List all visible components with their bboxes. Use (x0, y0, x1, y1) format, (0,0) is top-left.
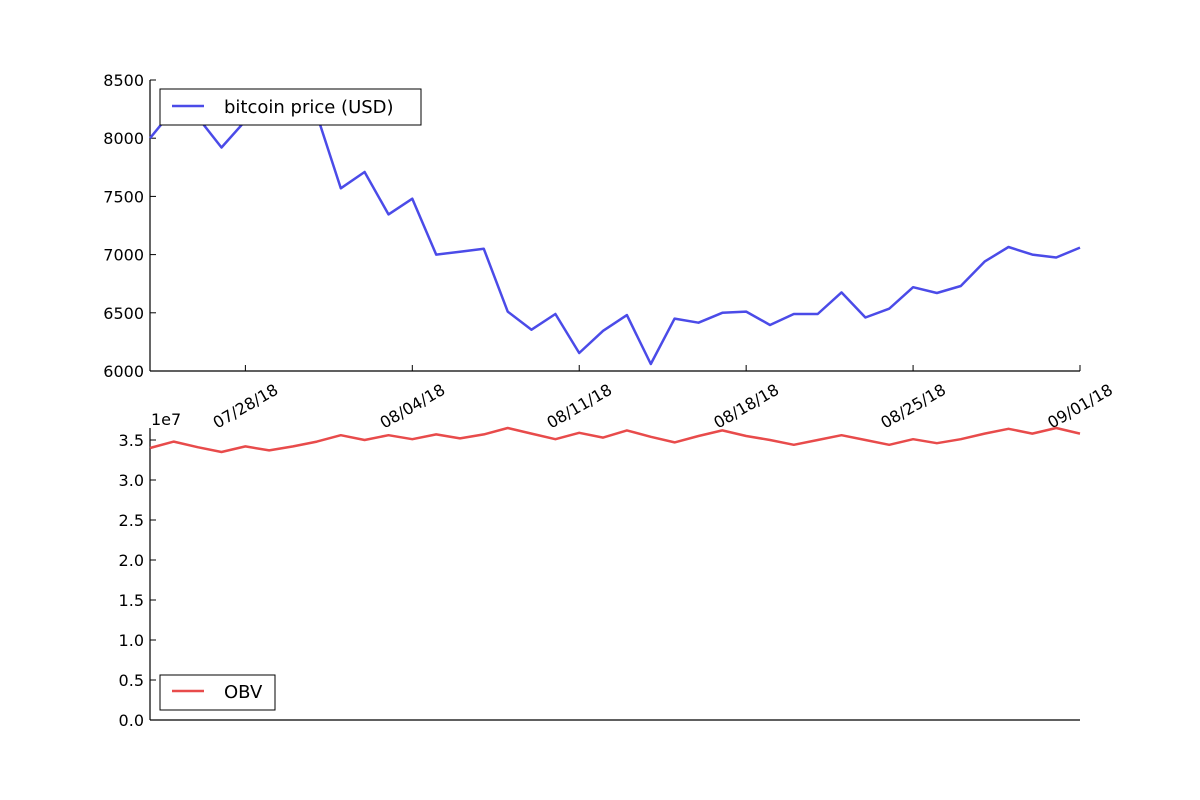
y-tick-label: 2.5 (119, 511, 144, 530)
obv-chart: 1e7 0.0 0.5 1.0 1.5 2.0 2.5 3.0 3.5 OBV (119, 410, 1081, 730)
y-tick-label: 6000 (103, 362, 144, 381)
y-tick-label: 2.0 (119, 551, 144, 570)
series-line-obv (149, 426, 1081, 454)
x-tick-label: 08/11/18 (543, 380, 615, 432)
y-tick-label: 0.0 (119, 711, 144, 730)
x-tick-label: 08/04/18 (377, 380, 449, 432)
legend-obv: OBV (159, 674, 276, 711)
legend-frame (159, 674, 276, 711)
x-tick-label: 08/25/18 (877, 380, 949, 432)
legend-price: bitcoin price (USD) (159, 88, 422, 126)
y-tick-label: 3.5 (119, 431, 144, 450)
x-tick-label: 08/18/18 (710, 380, 782, 432)
y-tick-label: 8000 (103, 129, 144, 148)
legend-label-bitcoin-price: bitcoin price (USD) (224, 97, 394, 118)
y-tick-label: 7000 (103, 246, 144, 265)
x-ticks: 07/28/18 08/04/18 08/11/18 08/18/18 08/25/18… (210, 365, 1116, 432)
x-tick-label: 07/28/18 (210, 380, 282, 432)
y-ticks: 6000 6500 7000 7500 8000 8500 (103, 71, 156, 381)
price-chart: 6000 6500 7000 7500 8000 8500 07/28/18 08/04/1… (103, 71, 1116, 432)
legend-label-obv: OBV (224, 682, 263, 703)
y-ticks: 0.0 0.5 1.0 1.5 2.0 2.5 3.0 3.5 (119, 431, 156, 730)
y-tick-label: 1.0 (119, 631, 144, 650)
y-tick-label: 3.0 (119, 471, 144, 490)
y-tick-label: 6500 (103, 304, 144, 323)
y-tick-label: 1.5 (119, 591, 144, 610)
y-tick-label: 8500 (103, 71, 144, 90)
y-tick-label: 0.5 (119, 671, 144, 690)
y-axis-multiplier: 1e7 (151, 410, 181, 429)
x-tick-label: 09/01/18 (1044, 380, 1116, 432)
series-line-bitcoin-price (149, 107, 1081, 366)
y-tick-label: 7500 (103, 187, 144, 206)
